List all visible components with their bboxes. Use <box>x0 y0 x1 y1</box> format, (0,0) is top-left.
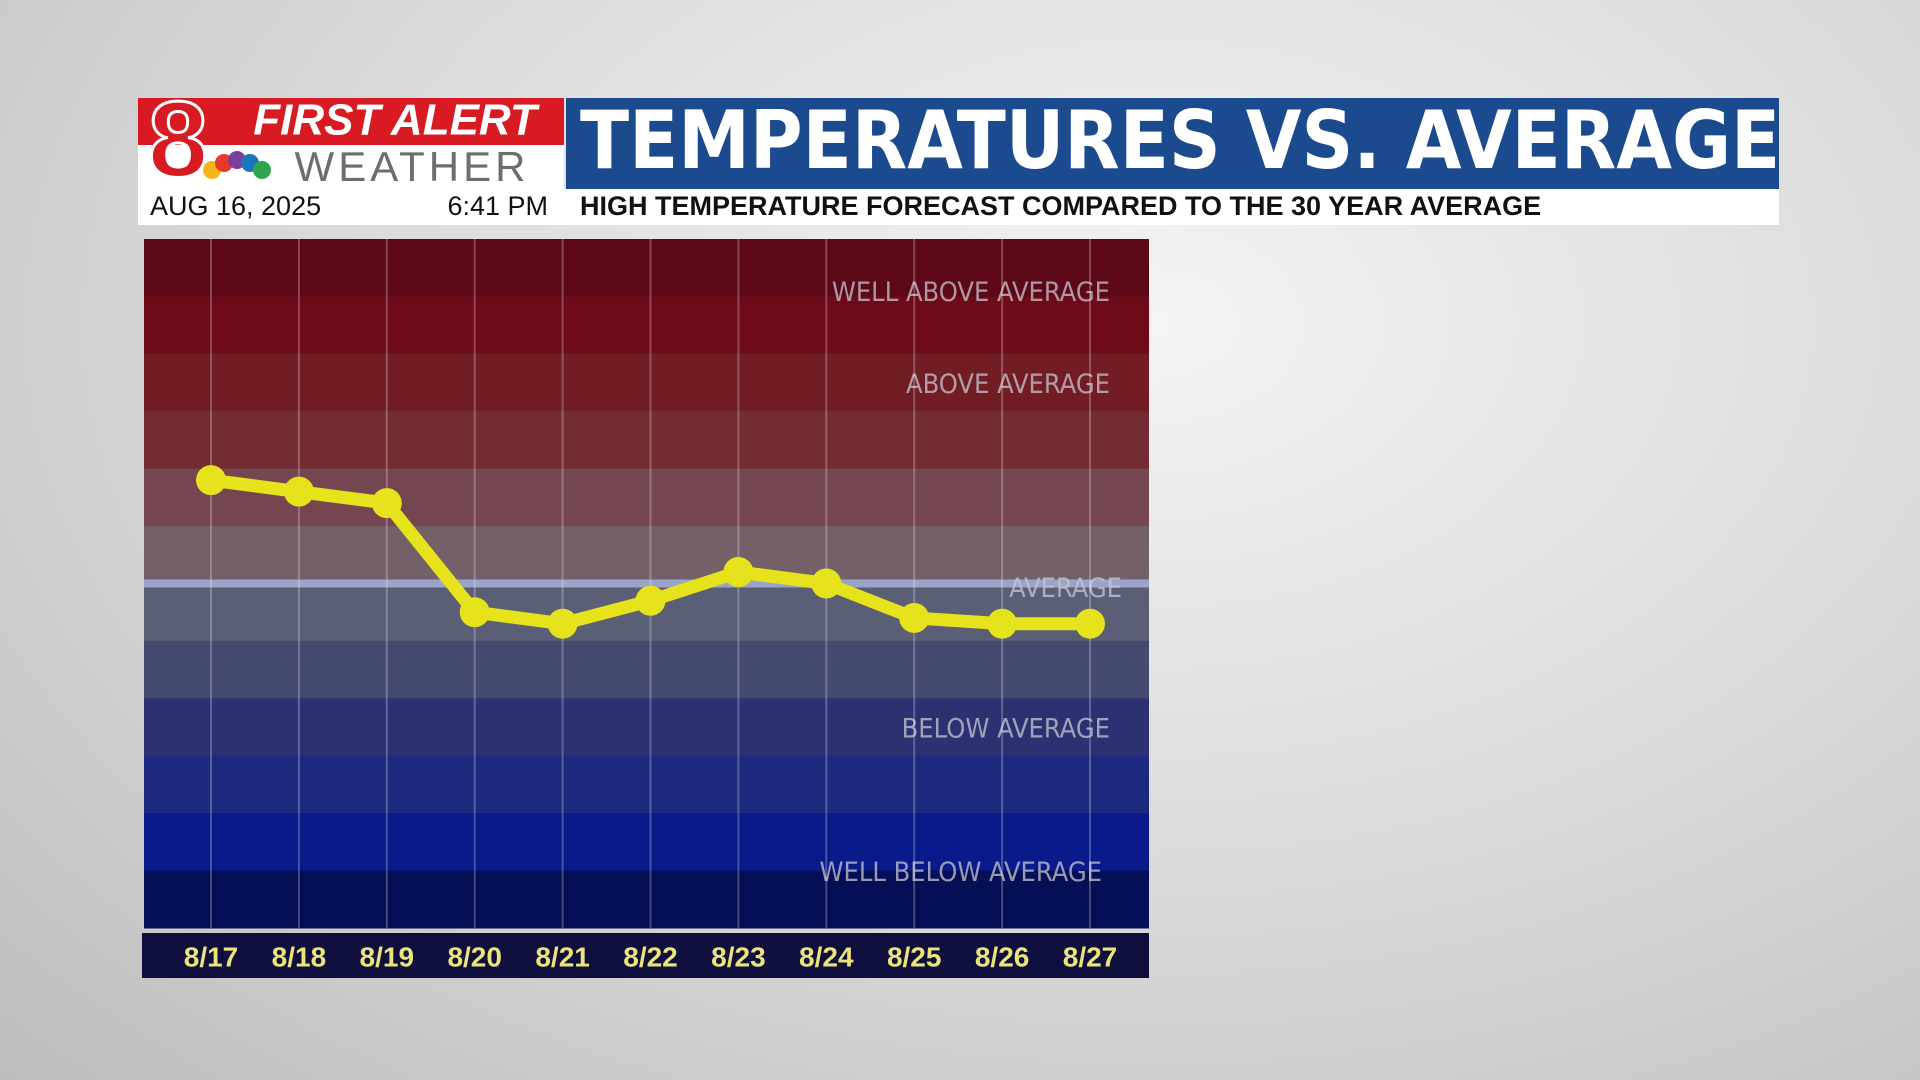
point <box>196 465 226 496</box>
band <box>144 411 1149 470</box>
x-tick-label: 8/22 <box>623 941 678 972</box>
x-tick-label: 8/18 <box>272 941 327 972</box>
brand-red-bar <box>138 98 564 145</box>
x-tick-label: 8/23 <box>711 941 766 972</box>
point <box>283 476 314 507</box>
peacock <box>203 151 271 179</box>
point <box>987 608 1018 639</box>
brand-line1: FIRST ALERT <box>253 96 540 145</box>
band <box>144 296 1149 355</box>
zone-label: WELL ABOVE AVERAGE <box>832 277 1110 308</box>
brand-line2: WEATHER <box>295 143 530 190</box>
zone-label: WELL BELOW AVERAGE <box>820 857 1103 888</box>
point <box>371 488 402 519</box>
zone-label: AVERAGE <box>1009 573 1122 604</box>
title-bar <box>566 98 1779 189</box>
band <box>144 813 1149 872</box>
x-tick-label: 8/24 <box>799 941 854 972</box>
band <box>144 698 1149 757</box>
band <box>144 870 1149 929</box>
x-tick-label: 8/27 <box>1063 941 1118 972</box>
point <box>899 602 930 633</box>
x-tick-label: 8/21 <box>535 941 590 972</box>
point <box>1075 608 1105 639</box>
x-tick-label: 8/20 <box>447 941 502 972</box>
x-tick-label: 8/19 <box>360 941 415 972</box>
chart-title: TEMPERATURES VS. AVERAGE <box>580 94 1780 187</box>
point <box>635 585 666 616</box>
point <box>547 608 578 639</box>
band <box>144 640 1149 699</box>
zone-label: ABOVE AVERAGE <box>906 369 1110 400</box>
band <box>144 353 1149 412</box>
point <box>811 568 842 599</box>
band <box>144 755 1149 814</box>
x-tick-label: 8/26 <box>975 941 1030 972</box>
brand-number: 8 <box>148 79 208 200</box>
time: 6:41 PM <box>447 191 548 221</box>
x-axis-bar <box>142 933 1149 978</box>
x-tick-label: 8/17 <box>184 941 239 972</box>
band <box>144 526 1149 584</box>
point <box>459 597 490 628</box>
chart-subtitle: HIGH TEMPERATURE FORECAST COMPARED TO TH… <box>580 191 1541 221</box>
band <box>144 239 1149 297</box>
zone-label: BELOW AVERAGE <box>902 713 1110 744</box>
date: AUG 16, 2025 <box>150 191 321 221</box>
point <box>723 557 754 588</box>
x-tick-label: 8/25 <box>887 941 942 972</box>
subtitle-bar <box>138 189 1779 225</box>
